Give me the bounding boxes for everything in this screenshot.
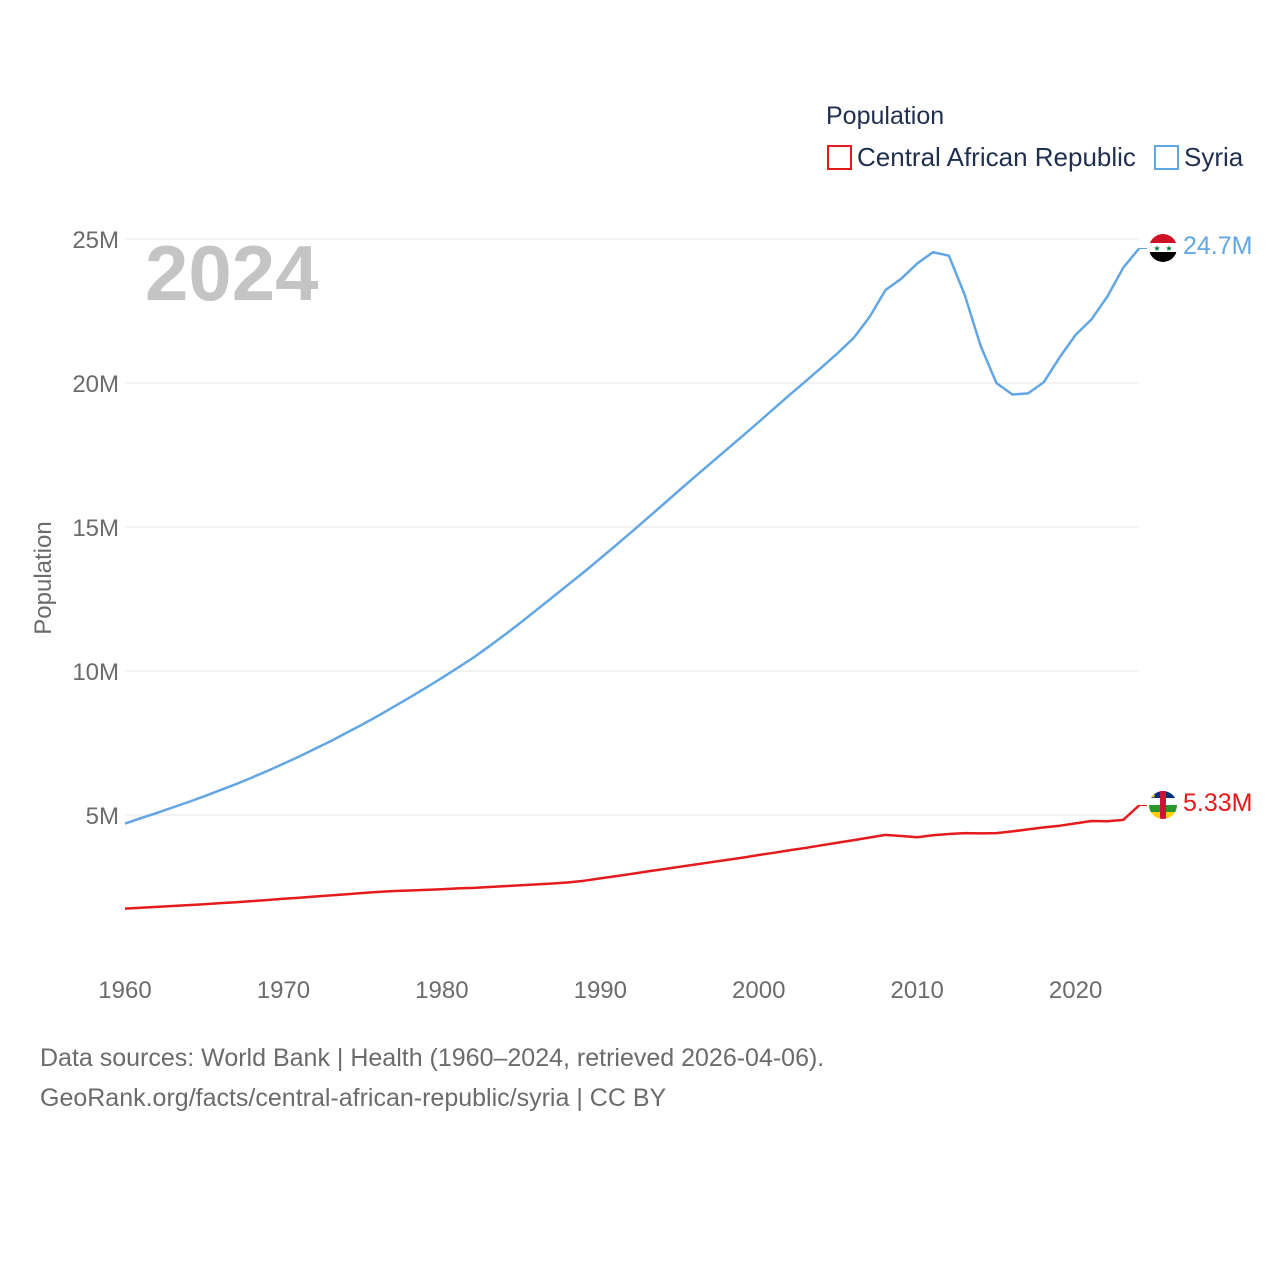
end-label-central-african-republic: 5.33M bbox=[1183, 789, 1252, 817]
legend-label-syria: Syria bbox=[1184, 142, 1244, 172]
x-tick-label: 2000 bbox=[732, 977, 785, 1004]
end-label-syria: 24.7M bbox=[1183, 232, 1252, 260]
legend-item-syria[interactable]: Syria bbox=[1154, 142, 1244, 172]
y-tick-label: 20M bbox=[72, 371, 119, 398]
legend-item-central-african-republic[interactable]: Central African Republic bbox=[827, 142, 1136, 172]
x-tick-label: 2020 bbox=[1049, 977, 1102, 1004]
legend-swatch-syria bbox=[1154, 145, 1179, 170]
series-line-central-african-republic[interactable] bbox=[124, 804, 1140, 910]
series-lines bbox=[124, 247, 1147, 910]
y-tick-label: 10M bbox=[72, 659, 119, 686]
x-tick-label: 1970 bbox=[257, 977, 310, 1004]
series-line-syria[interactable] bbox=[124, 247, 1140, 825]
x-tick-label: 1960 bbox=[98, 977, 151, 1004]
x-tick-label: 1990 bbox=[574, 977, 627, 1004]
source-link[interactable]: GeoRank.org/facts/central-african-republ… bbox=[40, 1084, 667, 1112]
y-tick-label: 15M bbox=[72, 515, 119, 542]
gridlines bbox=[125, 238, 1139, 816]
syria-flag-icon: ★ ★ bbox=[1149, 234, 1177, 262]
y-tick-label: 5M bbox=[86, 803, 119, 830]
x-tick-label: 2010 bbox=[890, 977, 943, 1004]
x-tick-label: 1980 bbox=[415, 977, 468, 1004]
legend-title: Population bbox=[826, 102, 944, 130]
y-axis-label: Population bbox=[30, 521, 57, 634]
legend-swatch-central-african-republic bbox=[827, 145, 852, 170]
source-line-1: Data sources: World Bank | Health (1960–… bbox=[40, 1044, 825, 1072]
svg-text:★: ★ bbox=[1153, 244, 1160, 253]
svg-text:★: ★ bbox=[1150, 792, 1156, 800]
y-tick-label: 25M bbox=[72, 227, 119, 254]
x-axis-ticks: 1960 1970 1980 1990 2000 2010 2020 bbox=[98, 977, 1102, 1004]
y-axis-ticks: 5M 10M 15M 20M 25M bbox=[72, 227, 119, 830]
central-african-republic-flag-icon: ★ bbox=[1149, 791, 1177, 819]
legend-label-central-african-republic: Central African Republic bbox=[857, 142, 1136, 172]
year-label: 2024 bbox=[145, 229, 319, 317]
svg-text:★: ★ bbox=[1165, 244, 1172, 253]
